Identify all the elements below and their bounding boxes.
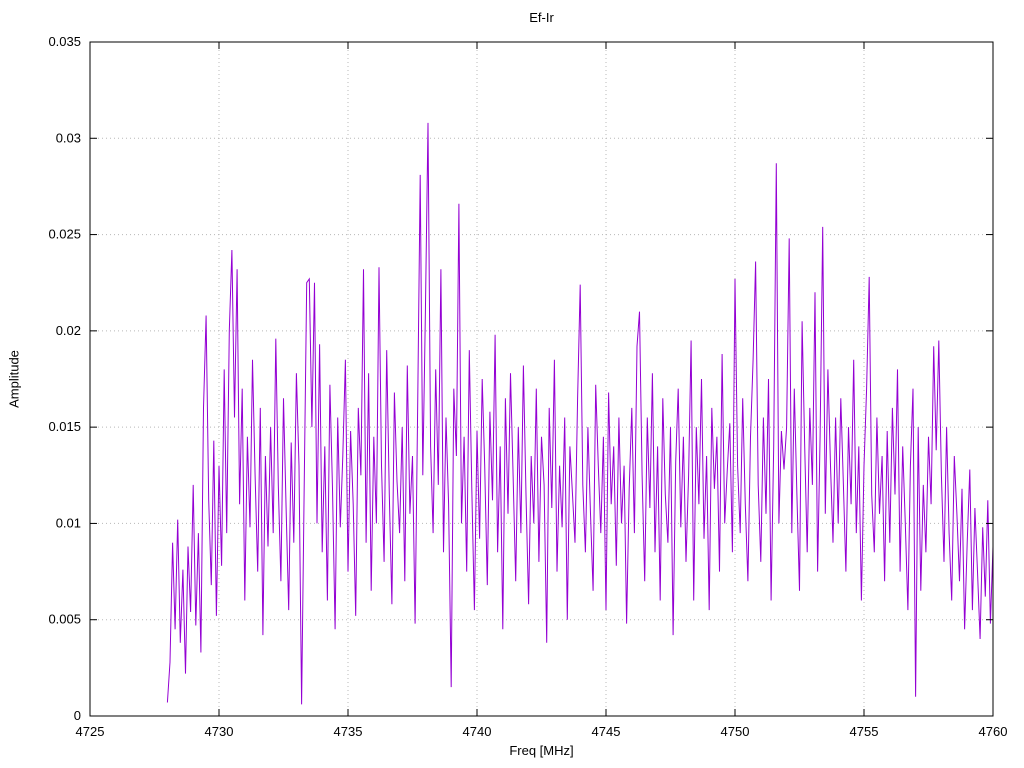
svg-text:0.025: 0.025 <box>48 227 81 242</box>
svg-text:0: 0 <box>74 708 81 723</box>
svg-text:0.005: 0.005 <box>48 612 81 627</box>
svg-text:0.03: 0.03 <box>56 130 81 145</box>
svg-text:0.01: 0.01 <box>56 515 81 530</box>
svg-text:0.035: 0.035 <box>48 34 81 49</box>
svg-text:4755: 4755 <box>850 724 879 739</box>
svg-text:0.015: 0.015 <box>48 419 81 434</box>
x-axis-label: Freq [MHz] <box>509 743 574 758</box>
svg-text:4735: 4735 <box>334 724 363 739</box>
svg-text:4740: 4740 <box>463 724 492 739</box>
svg-text:4760: 4760 <box>979 724 1008 739</box>
svg-text:4730: 4730 <box>205 724 234 739</box>
svg-text:4750: 4750 <box>721 724 750 739</box>
chart-title: Ef-Ir <box>529 10 554 25</box>
svg-text:4725: 4725 <box>76 724 105 739</box>
svg-text:4745: 4745 <box>592 724 621 739</box>
svg-text:0.02: 0.02 <box>56 323 81 338</box>
